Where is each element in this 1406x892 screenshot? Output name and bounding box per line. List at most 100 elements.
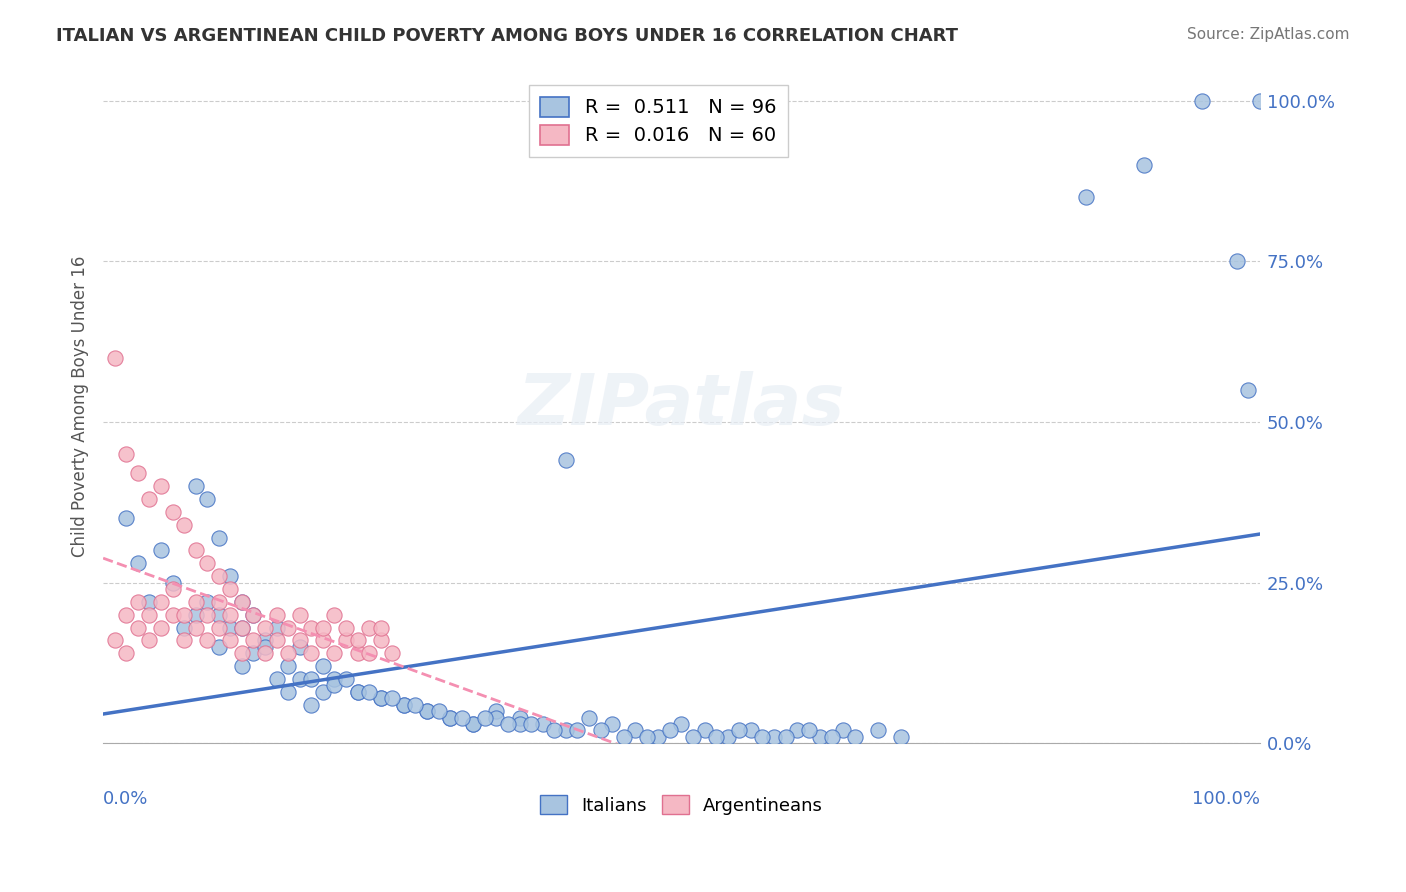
Point bbox=[808, 730, 831, 744]
Point bbox=[335, 621, 357, 635]
Point bbox=[208, 640, 231, 654]
Point bbox=[543, 723, 565, 738]
Point bbox=[786, 723, 808, 738]
Point bbox=[173, 621, 195, 635]
Point bbox=[335, 672, 357, 686]
Point bbox=[868, 723, 890, 738]
Point bbox=[208, 595, 231, 609]
Point bbox=[219, 569, 242, 583]
Point bbox=[277, 646, 299, 660]
Point bbox=[219, 582, 242, 596]
Point bbox=[138, 595, 160, 609]
Point bbox=[138, 633, 160, 648]
Point bbox=[288, 633, 311, 648]
Point bbox=[751, 730, 773, 744]
Point bbox=[346, 633, 368, 648]
Point bbox=[162, 505, 184, 519]
Point bbox=[427, 704, 450, 718]
Point bbox=[299, 672, 322, 686]
Point bbox=[115, 511, 138, 525]
Point bbox=[1237, 383, 1260, 397]
Legend: Italians, Argentineans: Italians, Argentineans bbox=[533, 789, 830, 822]
Point bbox=[231, 595, 253, 609]
Point bbox=[693, 723, 716, 738]
Point bbox=[288, 607, 311, 622]
Point bbox=[208, 569, 231, 583]
Text: Source: ZipAtlas.com: Source: ZipAtlas.com bbox=[1187, 27, 1350, 42]
Point bbox=[658, 723, 681, 738]
Point bbox=[1226, 254, 1249, 268]
Point bbox=[600, 717, 623, 731]
Point bbox=[647, 730, 669, 744]
Point bbox=[242, 633, 264, 648]
Point bbox=[335, 633, 357, 648]
Point bbox=[277, 621, 299, 635]
Point bbox=[323, 646, 346, 660]
Point bbox=[624, 723, 647, 738]
Point bbox=[231, 646, 253, 660]
Point bbox=[323, 607, 346, 622]
Point bbox=[346, 685, 368, 699]
Point bbox=[184, 595, 207, 609]
Point bbox=[520, 717, 543, 731]
Point bbox=[578, 710, 600, 724]
Point bbox=[115, 607, 138, 622]
Point bbox=[359, 646, 381, 660]
Point bbox=[636, 730, 658, 744]
Point bbox=[277, 659, 299, 673]
Point bbox=[392, 698, 415, 712]
Point bbox=[149, 479, 172, 493]
Point bbox=[439, 710, 461, 724]
Point bbox=[299, 646, 322, 660]
Point bbox=[115, 447, 138, 461]
Point bbox=[728, 723, 751, 738]
Point bbox=[231, 621, 253, 635]
Point bbox=[509, 717, 531, 731]
Point bbox=[254, 621, 277, 635]
Point bbox=[242, 607, 264, 622]
Point bbox=[1133, 158, 1156, 172]
Point bbox=[219, 621, 242, 635]
Point bbox=[299, 621, 322, 635]
Point bbox=[254, 640, 277, 654]
Point bbox=[127, 595, 149, 609]
Point bbox=[208, 607, 231, 622]
Point bbox=[127, 621, 149, 635]
Point bbox=[104, 633, 127, 648]
Point bbox=[1076, 190, 1098, 204]
Point bbox=[381, 691, 404, 706]
Point bbox=[277, 685, 299, 699]
Point bbox=[474, 710, 496, 724]
Point bbox=[554, 453, 576, 467]
Point bbox=[299, 698, 322, 712]
Point bbox=[288, 640, 311, 654]
Point bbox=[323, 678, 346, 692]
Point bbox=[832, 723, 855, 738]
Point bbox=[219, 633, 242, 648]
Point bbox=[184, 479, 207, 493]
Point bbox=[138, 491, 160, 506]
Point bbox=[231, 621, 253, 635]
Point bbox=[392, 698, 415, 712]
Point bbox=[195, 633, 218, 648]
Text: ZIPatlas: ZIPatlas bbox=[517, 371, 845, 441]
Point bbox=[138, 607, 160, 622]
Point bbox=[162, 582, 184, 596]
Point bbox=[149, 595, 172, 609]
Point bbox=[195, 607, 218, 622]
Point bbox=[416, 704, 439, 718]
Point bbox=[266, 621, 288, 635]
Point bbox=[149, 543, 172, 558]
Point bbox=[439, 710, 461, 724]
Text: ITALIAN VS ARGENTINEAN CHILD POVERTY AMONG BOYS UNDER 16 CORRELATION CHART: ITALIAN VS ARGENTINEAN CHILD POVERTY AMO… bbox=[56, 27, 959, 45]
Point bbox=[231, 595, 253, 609]
Point bbox=[195, 557, 218, 571]
Point bbox=[370, 691, 392, 706]
Point bbox=[173, 607, 195, 622]
Point bbox=[312, 659, 335, 673]
Point bbox=[775, 730, 797, 744]
Point bbox=[682, 730, 704, 744]
Point bbox=[173, 517, 195, 532]
Point bbox=[266, 633, 288, 648]
Point bbox=[312, 621, 335, 635]
